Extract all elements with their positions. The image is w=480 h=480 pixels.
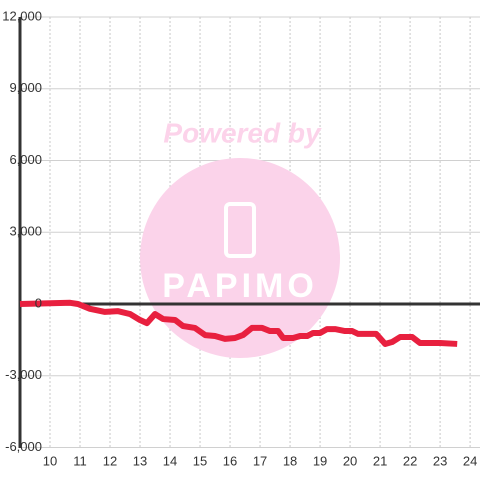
x-tick-label: 10	[43, 453, 57, 468]
y-tick-label: 12,000	[2, 8, 42, 23]
x-tick-label: 12	[103, 453, 117, 468]
y-tick-label: 6,000	[9, 152, 42, 167]
x-tick-label: 21	[373, 453, 387, 468]
x-tick-label: 13	[133, 453, 147, 468]
watermark-phone	[224, 202, 256, 258]
x-tick-label: 14	[163, 453, 177, 468]
x-tick-label: 15	[193, 453, 207, 468]
data-line	[19, 299, 458, 347]
watermark: Powered by PAPIMO	[140, 117, 340, 358]
x-tick-label: 11	[73, 453, 87, 468]
x-tick-label: 22	[403, 453, 417, 468]
y-tick-label: 0	[35, 295, 42, 310]
watermark-logo: PAPIMO	[162, 267, 318, 305]
x-tick-label: 16	[223, 453, 237, 468]
x-tick-label: 18	[283, 453, 297, 468]
x-tick-label: 17	[253, 453, 267, 468]
y-tick-label: 9,000	[9, 80, 42, 95]
plot: 10 11 12 13 14 15 16 17 18 19 20 21 22 23 24 -6,000 -3,0…	[2, 8, 480, 468]
x-tick-label: 24	[463, 453, 477, 468]
y-tick-label: -3,000	[5, 367, 42, 382]
watermark-text: Powered by	[163, 117, 322, 148]
y-tick-label: -6,000	[5, 439, 42, 454]
x-tick-label: 20	[343, 453, 357, 468]
x-tick-label: 23	[433, 453, 447, 468]
y-tick-label: 3,000	[9, 224, 42, 239]
x-tick-label: 19	[313, 453, 327, 468]
